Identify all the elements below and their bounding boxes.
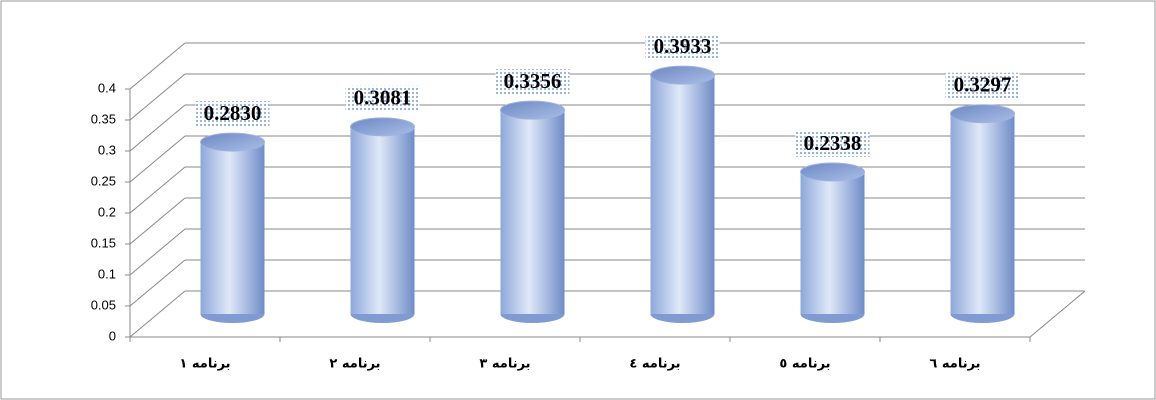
grid-line [129,228,186,276]
bar [200,142,265,314]
y-tick-label: 0.15 [91,235,116,250]
grid-line [129,259,186,307]
data-label-bg [195,101,270,128]
x-tick-label: برنامه ١ [179,357,230,372]
data-label-bg [945,72,1020,99]
data-label-bg [495,69,570,96]
bar [650,75,715,314]
cylinder-top [800,162,865,182]
data-label-bg [345,85,420,112]
grid-line [129,197,186,245]
x-tick-label: برنامه ٦ [929,357,980,372]
floor-edge [1029,290,1086,338]
data-label: 0.3356 [504,69,562,93]
data-label-bg [795,130,870,157]
x-tick-label: برنامه ٢ [329,357,380,372]
cylinder-top [500,100,565,120]
y-tick-label: 0.2 [98,204,116,219]
x-tick-label: برنامه ٥ [779,357,830,372]
grid-line [129,290,186,338]
bar [350,126,415,314]
y-tick-label: 0.35 [91,111,116,126]
y-tick-label: 0.05 [91,297,116,312]
x-tick-label: برنامه ٣ [479,357,530,372]
data-label-bg [645,34,720,61]
cylinder-top [950,104,1015,124]
data-label: 0.2338 [804,131,862,155]
grid-line [129,104,186,152]
cylinder-top [350,117,415,137]
grid-line [129,135,186,183]
y-tick-label: 0.25 [91,173,116,188]
grid-line [129,42,186,90]
data-label: 0.3081 [354,86,412,110]
grid-line [129,73,186,121]
y-tick-label: 0 [109,328,116,343]
bar [800,171,865,314]
cylinder-top [650,65,715,85]
data-label: 0.3933 [654,34,712,58]
y-tick-label: 0.4 [98,80,116,95]
y-tick-label: 0.1 [98,266,116,281]
grid-line [129,166,186,214]
data-label: 0.3297 [954,73,1012,97]
x-tick-label: برنامه ٤ [629,357,680,372]
cylinder-top [200,132,265,152]
y-tick-label: 0.3 [98,142,116,157]
bar [950,113,1015,315]
data-label: 0.2830 [204,101,262,125]
bar [500,110,565,314]
